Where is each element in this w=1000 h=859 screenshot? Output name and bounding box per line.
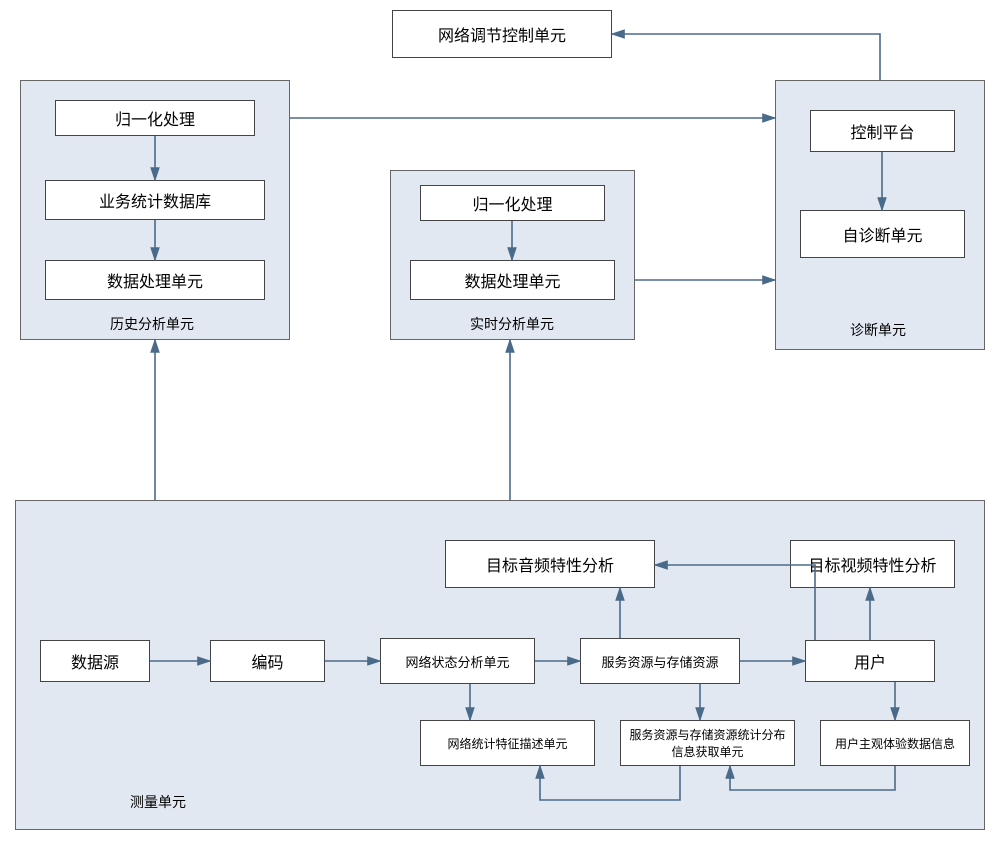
node-net-stat: 网络统计特征描述单元 [420, 720, 595, 766]
node-diag-self: 自诊断单元 [800, 210, 965, 258]
node-user-exp: 用户主观体验数据信息 [820, 720, 970, 766]
node-label: 用户 [854, 649, 886, 673]
node-label: 业务统计数据库 [99, 188, 211, 212]
node-label: 数据处理单元 [464, 268, 560, 292]
node-label: 目标音频特性分析 [486, 552, 614, 576]
panel-diag-label: 诊断单元 [850, 320, 906, 340]
node-realtime-proc: 数据处理单元 [410, 260, 615, 300]
node-label: 归一化处理 [472, 191, 552, 215]
node-video: 目标视频特性分析 [790, 540, 955, 588]
node-label: 自诊断单元 [842, 222, 922, 246]
diagram-canvas: 网络调节控制单元 归一化处理 业务统计数据库 数据处理单元 历史分析单元 归一化… [0, 0, 1000, 859]
panel-history-label: 历史分析单元 [110, 314, 194, 334]
node-label: 目标视频特性分析 [808, 552, 936, 576]
node-label: 编码 [251, 649, 283, 673]
node-diag-ctrl: 控制平台 [810, 110, 955, 152]
node-label: 用户主观体验数据信息 [835, 735, 955, 752]
panel-realtime-label: 实时分析单元 [470, 314, 554, 334]
node-encode: 编码 [210, 640, 325, 682]
node-label: 控制平台 [850, 119, 914, 143]
node-label: 网络状态分析单元 [405, 652, 509, 671]
node-user: 用户 [805, 640, 935, 682]
node-label: 服务资源与存储资源 [601, 652, 718, 671]
node-realtime-norm: 归一化处理 [420, 185, 605, 221]
node-label: 数据处理单元 [107, 268, 203, 292]
node-audio: 目标音频特性分析 [445, 540, 655, 588]
node-label: 网络调节控制单元 [438, 22, 566, 46]
panel-measure-label: 测量单元 [130, 792, 186, 812]
node-history-norm: 归一化处理 [55, 100, 255, 136]
node-svc-res: 服务资源与存储资源 [580, 638, 740, 684]
node-net-analyze: 网络状态分析单元 [380, 638, 535, 684]
node-history-proc: 数据处理单元 [45, 260, 265, 300]
node-label: 服务资源与存储资源统计分布信息获取单元 [625, 726, 790, 760]
node-data-src: 数据源 [40, 640, 150, 682]
node-history-db: 业务统计数据库 [45, 180, 265, 220]
node-label: 网络统计特征描述单元 [447, 735, 567, 752]
node-label: 归一化处理 [115, 106, 195, 130]
node-network-control: 网络调节控制单元 [392, 10, 612, 58]
node-label: 数据源 [71, 649, 119, 673]
node-svc-stat: 服务资源与存储资源统计分布信息获取单元 [620, 720, 795, 766]
